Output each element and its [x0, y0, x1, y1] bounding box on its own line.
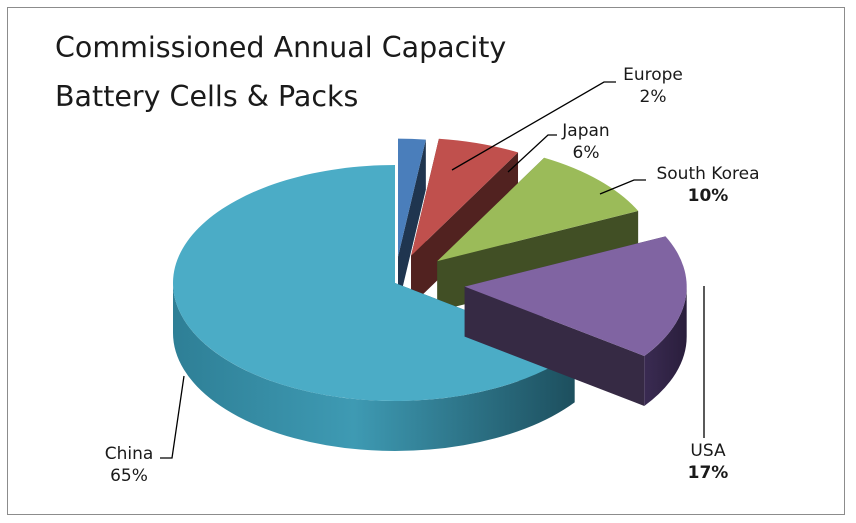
data-label-china: China 65% — [96, 443, 162, 487]
data-label-south-korea-name: South Korea — [656, 164, 760, 184]
data-label-usa-name: USA — [690, 441, 726, 461]
data-label-japan: Japan 6% — [546, 120, 626, 164]
data-label-europe-percent: 2% — [639, 87, 667, 107]
pie-slice-china-top — [173, 165, 575, 401]
chart-title-line-2: Battery Cells & Packs — [55, 80, 359, 113]
data-label-south-korea-percent: 10% — [687, 186, 729, 206]
data-label-japan-percent: 6% — [572, 143, 600, 163]
data-label-south-korea: South Korea 10% — [646, 163, 770, 207]
data-label-japan-name: Japan — [562, 121, 610, 141]
data-label-europe-name: Europe — [623, 65, 683, 85]
pie-slice-usa-top — [464, 236, 687, 356]
leader-line-europe — [451, 81, 616, 171]
data-label-usa-percent: 17% — [687, 463, 729, 483]
leader-line-china — [160, 375, 185, 459]
data-label-usa: USA 17% — [680, 440, 736, 484]
data-label-china-name: China — [104, 444, 154, 464]
pie-slice-usa — [464, 236, 687, 406]
data-label-china-percent: 65% — [110, 466, 148, 486]
pie-slice-europe-top — [398, 138, 426, 257]
leader-line-south-korea — [599, 179, 646, 195]
pie-slice-usa-wall-1 — [464, 286, 645, 406]
leader-line-japan — [507, 134, 557, 173]
pie-slice-south-korea-top — [437, 157, 639, 262]
pie-slice-europe-wall-1 — [398, 139, 426, 307]
chart-title-line-1: Commissioned Annual Capacity — [55, 31, 507, 64]
pie-slice-europe — [398, 138, 426, 307]
pie-slice-china-side-0 — [173, 283, 575, 452]
pie-slice-japan-top — [411, 138, 519, 256]
pie-slice-usa-side-0 — [644, 286, 687, 406]
data-label-europe: Europe 2% — [608, 64, 698, 108]
